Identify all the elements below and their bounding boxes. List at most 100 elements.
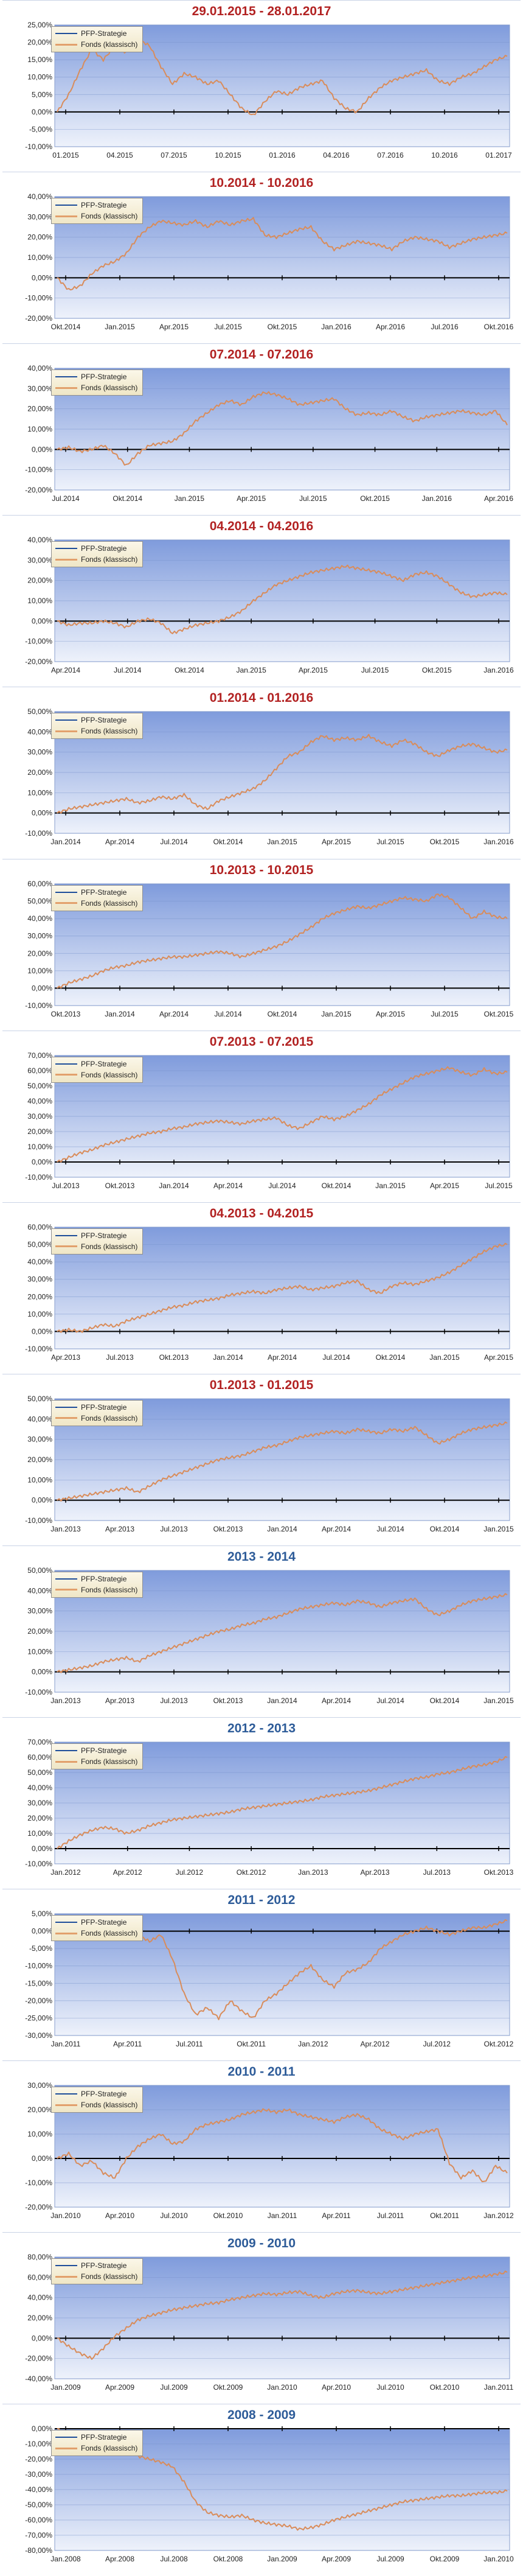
series-line-fund: [57, 2270, 508, 2361]
y-tick-label: 50,00%: [27, 707, 52, 716]
x-tick-label: 07.2016: [377, 151, 404, 159]
legend-swatch-strategy: [55, 2437, 77, 2438]
x-tick-label: Apr.2014: [159, 1010, 189, 1018]
y-tick-label: 5,00%: [32, 90, 52, 99]
x-tick-label: Jan.2013: [298, 1868, 328, 1877]
legend-label-fund: Fonds (klassisch): [81, 383, 138, 393]
x-tick-label: Apr.2011: [113, 2040, 142, 2048]
legend-swatch-fund: [55, 1589, 77, 1591]
x-tick-label: 07.2015: [161, 151, 187, 159]
x-tick-label: Jan.2014: [159, 1181, 189, 1190]
legend-swatch-fund: [55, 1245, 77, 1248]
chart-panel: 30,00% 20,00% 10,00% 0,00% -10,00% -20,00% Jan…: [2, 2060, 521, 2232]
x-tick-label: Jan.2011: [51, 2040, 81, 2048]
chart-panel: 60,00% 50,00% 40,00% 30,00% 20,00% 10,00% 0,00…: [2, 858, 521, 1030]
x-tick-label: Okt.2014: [268, 1010, 297, 1018]
series-line-fund: [57, 391, 508, 466]
legend-swatch-fund: [55, 2275, 77, 2278]
y-tick-label: -10,00%: [25, 829, 52, 838]
legend-item-strategy: PFP-Strategie: [55, 2432, 137, 2443]
legend-label-strategy: PFP-Strategie: [81, 373, 127, 382]
chart-panel: 60,00% 50,00% 40,00% 30,00% 20,00% 10,00% 0,00…: [2, 1202, 521, 1373]
y-tick-label: 20,00%: [27, 405, 52, 413]
x-tick-label: 01.2017: [485, 151, 512, 159]
legend-swatch-strategy: [55, 891, 77, 893]
x-tick-label: Jul.2013: [106, 1353, 134, 1362]
legend-label-fund: Fonds (klassisch): [81, 1242, 138, 1251]
y-tick-label: -50,00%: [25, 2501, 52, 2509]
legend-label-fund: Fonds (klassisch): [81, 1757, 138, 1766]
series-line-fund: [57, 1421, 508, 1502]
x-tick-label: Apr.2015: [299, 666, 328, 674]
y-tick-label: 10,00%: [27, 253, 52, 262]
chart-title: 10.2013 - 10.2015: [209, 863, 314, 877]
legend-label-strategy: PFP-Strategie: [81, 29, 127, 38]
y-tick-label: -10,00%: [25, 2440, 52, 2448]
y-tick-label: 70,00%: [27, 1051, 52, 1060]
y-tick-label: 50,00%: [27, 897, 52, 905]
y-tick-label: -10,00%: [25, 1001, 52, 1010]
legend-label-strategy: PFP-Strategie: [81, 1746, 127, 1755]
legend-label-strategy: PFP-Strategie: [81, 1402, 127, 1412]
y-tick-label: -10,00%: [25, 1688, 52, 1696]
chart-panel: 40,00% 30,00% 20,00% 10,00% 0,00% -10,00% -20,…: [2, 343, 521, 515]
y-tick-label: 0,00%: [32, 984, 52, 992]
x-tick-label: Apr.2014: [105, 838, 134, 846]
legend-swatch-strategy: [55, 2265, 77, 2267]
y-tick-label: -20,00%: [25, 1997, 52, 2005]
chart-panel: 50,00% 40,00% 30,00% 20,00% 10,00% 0,00% -10,0…: [2, 1545, 521, 1717]
y-tick-label: -15,00%: [25, 1979, 52, 1987]
legend-label-fund: Fonds (klassisch): [81, 898, 138, 908]
legend-label-fund: Fonds (klassisch): [81, 555, 138, 564]
x-tick-label: Jan.2012: [483, 2211, 514, 2220]
x-tick-label: Jan.2015: [483, 1525, 514, 1533]
legend: PFP-Strategie Fonds (klassisch): [51, 1915, 144, 1942]
chart-panel: 70,00% 60,00% 50,00% 40,00% 30,00% 20,00% 10,0…: [2, 1030, 521, 1202]
y-tick-label: -70,00%: [25, 2531, 52, 2539]
x-tick-label: Jul.2014: [214, 1010, 242, 1018]
y-tick-label: 60,00%: [27, 1066, 52, 1075]
chart-title: 04.2014 - 04.2016: [209, 519, 314, 534]
y-tick-label: 25,00%: [27, 21, 52, 29]
y-tick-label: 60,00%: [27, 1223, 52, 1231]
y-tick-label: -20,00%: [25, 2203, 52, 2211]
y-tick-label: 40,00%: [27, 2294, 52, 2302]
x-tick-label: 10.2016: [431, 151, 458, 159]
x-tick-label: Apr.2008: [105, 2555, 134, 2563]
legend: PFP-Strategie Fonds (klassisch): [51, 2087, 144, 2113]
x-tick-label: Okt.2009: [430, 2555, 460, 2563]
x-tick-label: Jul.2009: [376, 2555, 404, 2563]
legend: PFP-Strategie Fonds (klassisch): [51, 369, 144, 396]
x-tick-label: Jan.2011: [484, 2383, 514, 2392]
x-tick-label: Jan.2012: [298, 2040, 328, 2048]
series-line-fund: [57, 564, 508, 635]
legend-label-strategy: PFP-Strategie: [81, 2090, 127, 2099]
y-tick-label: 0,00%: [32, 617, 52, 626]
x-tick-label: Jan.2015: [175, 494, 205, 503]
y-tick-label: 40,00%: [27, 1097, 52, 1105]
chart-title: 2012 - 2013: [227, 1721, 296, 1735]
x-tick-label: Jul.2013: [52, 1181, 80, 1190]
x-tick-label: Jan.2010: [483, 2555, 514, 2563]
x-tick-label: Okt.2014: [213, 838, 243, 846]
x-tick-label: Okt.2015: [422, 666, 452, 674]
legend-label-strategy: PFP-Strategie: [81, 716, 127, 725]
chart-svg: 60,00% 50,00% 40,00% 30,00% 20,00% 10,00% 0,00…: [25, 1223, 513, 1362]
legend-item-fund: Fonds (klassisch): [55, 898, 137, 909]
x-tick-label: Okt.2016: [484, 323, 514, 331]
legend-item-strategy: PFP-Strategie: [55, 887, 137, 898]
x-tick-label: Apr.2013: [51, 1353, 80, 1362]
y-tick-label: 20,00%: [27, 2105, 52, 2114]
chart-svg: 50,00% 40,00% 30,00% 20,00% 10,00% 0,00% -10,0…: [25, 707, 514, 846]
legend-label-strategy: PFP-Strategie: [81, 1574, 127, 1583]
y-tick-label: 30,00%: [27, 1275, 52, 1283]
x-tick-label: Apr.2011: [322, 2211, 350, 2220]
x-tick-label: Okt.2015: [360, 494, 390, 503]
y-tick-label: 20,00%: [27, 1814, 52, 1822]
legend-label-strategy: PFP-Strategie: [81, 1059, 127, 1068]
x-tick-label: Okt.2014: [430, 1696, 460, 1705]
x-tick-label: Okt.2010: [430, 2383, 460, 2392]
y-tick-label: 20,00%: [27, 1627, 52, 1636]
y-tick-label: -10,00%: [25, 637, 52, 646]
x-tick-label: Jan.2008: [50, 2555, 81, 2563]
